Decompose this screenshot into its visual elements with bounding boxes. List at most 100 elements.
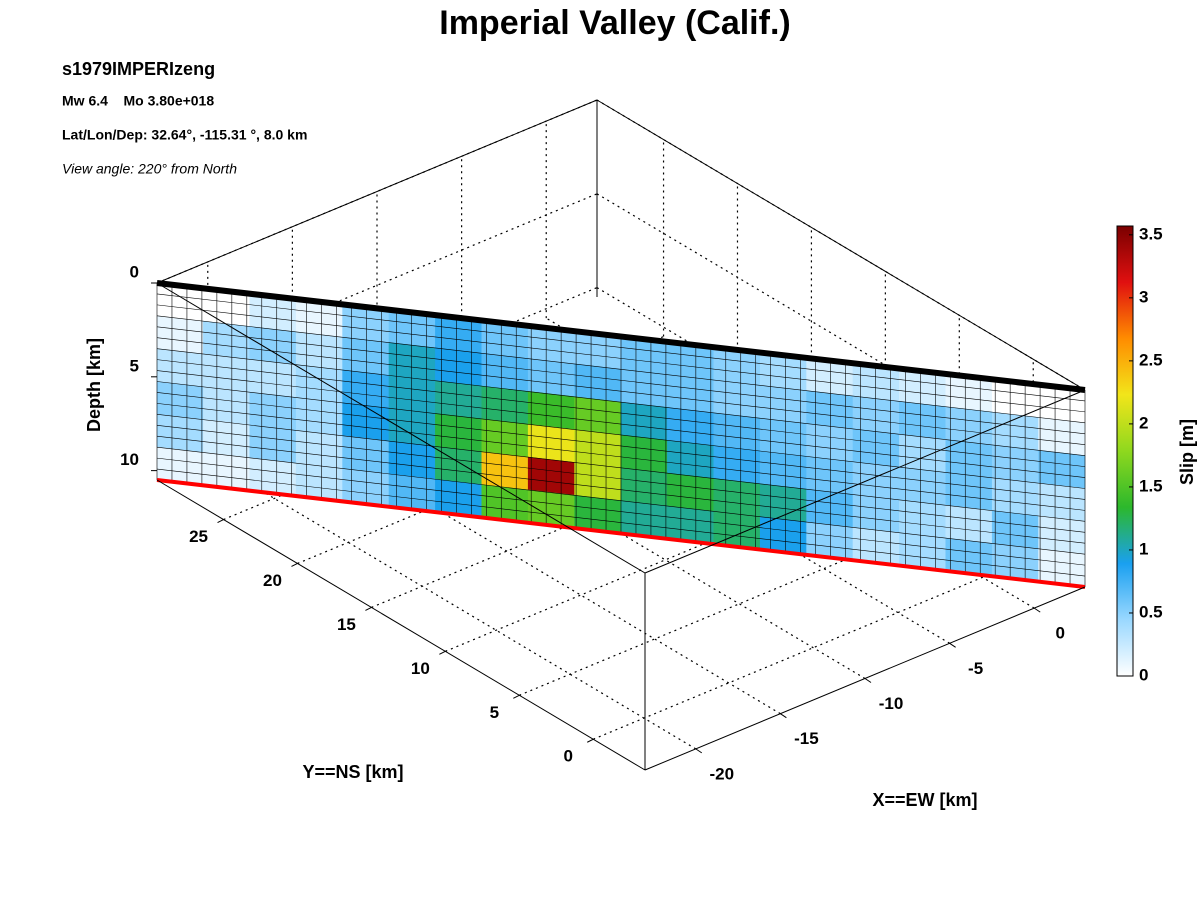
slip-cell: [156, 381, 204, 421]
slip-cell: [156, 413, 204, 453]
slip-cell: [203, 419, 251, 459]
slip-cell: [342, 369, 390, 409]
y-tick: [217, 519, 224, 523]
slip-cell: [249, 424, 297, 464]
colorbar-tick-label: 2.5: [1139, 350, 1163, 369]
slip-cell: [527, 358, 575, 398]
slip-cell: [620, 434, 668, 474]
slip-cell: [249, 391, 297, 431]
box-edge: [156, 282, 646, 574]
slip-cell: [435, 380, 483, 420]
x-tick-label: 0: [1055, 624, 1064, 643]
slip-cell: [342, 336, 390, 376]
fault-mesh: [156, 293, 1086, 402]
slip-cell: [295, 397, 343, 437]
fault-mesh: [156, 414, 1086, 522]
x-tick: [1033, 607, 1041, 613]
slip-cell: [342, 435, 390, 475]
slip-cell: [852, 461, 900, 501]
colorbar-tick-label: 1: [1139, 539, 1148, 558]
fault-mesh: [156, 337, 1086, 446]
slip-cell: [620, 368, 668, 408]
slip-cell: [806, 423, 854, 463]
y-tick-label: 5: [490, 703, 499, 722]
slip-cell: [759, 385, 807, 424]
slip-cell: [295, 331, 343, 371]
x-tick-label: -15: [794, 729, 819, 748]
slip-cell: [481, 418, 529, 458]
slip-cell: [203, 386, 251, 426]
slip-cell: [899, 499, 947, 539]
slip-cell: [249, 359, 297, 398]
slip-cell: [481, 385, 529, 425]
x-tick: [949, 642, 956, 648]
slip-cell: [667, 374, 715, 414]
y-tick: [587, 738, 594, 743]
x-tick: [780, 713, 787, 719]
box-edge: [596, 99, 1086, 391]
y-tick-label: 0: [564, 747, 573, 766]
slip-cell: [342, 402, 390, 442]
fault-mesh: [156, 359, 1086, 467]
fault-mesh: [156, 457, 1086, 566]
annotation: Lat/Lon/Dep: 32.64°, -115.31 °, 8.0 km: [62, 127, 307, 143]
slip-cell: [1038, 449, 1086, 489]
grid-line: [596, 193, 1086, 485]
slip-cell: [249, 326, 297, 366]
slip-cell: [295, 430, 343, 469]
slip-cell: [852, 428, 900, 468]
box-edge: [156, 99, 598, 284]
slip-cell: [388, 440, 436, 480]
x-tick-label: -20: [709, 764, 734, 783]
x-axis-label: X==EW [km]: [872, 790, 977, 810]
slip-cell: [574, 429, 622, 469]
fault-mesh: [156, 304, 1086, 413]
slip-cell: [991, 477, 1039, 517]
slip-cell: [574, 363, 622, 403]
fault-mesh: [156, 370, 1086, 478]
chart-title: Imperial Valley (Calif.): [439, 4, 790, 42]
slip-cell: [481, 451, 529, 491]
fault-mesh: [156, 392, 1086, 500]
x-tick: [864, 678, 872, 683]
colorbar: [1116, 225, 1134, 677]
slip-cell: [713, 412, 761, 452]
slip-cell: [620, 467, 668, 507]
slip-cell: [899, 401, 947, 440]
slip-cell: [759, 450, 807, 490]
slip-cell: [667, 440, 715, 479]
x-tick-label: -5: [968, 659, 983, 678]
colorbar-tick-label: 1.5: [1139, 476, 1163, 495]
slip-cell: [713, 478, 761, 518]
slip-cell: [203, 353, 251, 393]
z-tick-label: 5: [130, 356, 139, 375]
slip-cell: [991, 510, 1039, 550]
slip-cell: [945, 472, 993, 511]
fault-mesh: [156, 403, 1086, 511]
fault-mesh: [156, 315, 1086, 424]
fault-mesh: [156, 446, 1086, 555]
fault-mesh: [156, 381, 1086, 489]
slip-cell: [388, 407, 436, 447]
slip-cell: [435, 347, 483, 387]
slip-cell: [620, 401, 668, 441]
box-edge: [156, 479, 646, 771]
y-tick: [513, 694, 520, 699]
x-tick-label: -10: [879, 694, 904, 713]
grid-line: [593, 555, 1034, 740]
slip-cell: [991, 411, 1039, 451]
colorbar-label: Slip [m]: [1177, 419, 1197, 485]
z-axis-label: Depth [km]: [84, 338, 104, 432]
fault-top-edge: [156, 280, 1086, 393]
slip-cell: [806, 390, 854, 430]
slip-cell: [1038, 417, 1086, 457]
slip-cell: [295, 364, 343, 404]
annotation: Mw 6.4 Mo 3.80e+018: [62, 93, 214, 109]
slip-cell: [527, 391, 575, 430]
slip-cell: [203, 320, 251, 360]
fault-mesh: [156, 348, 1086, 456]
colorbar-tick-label: 3.5: [1139, 224, 1163, 243]
grid-line: [292, 423, 781, 715]
slip-cell: [945, 406, 993, 446]
fault-mesh: [156, 424, 1086, 533]
